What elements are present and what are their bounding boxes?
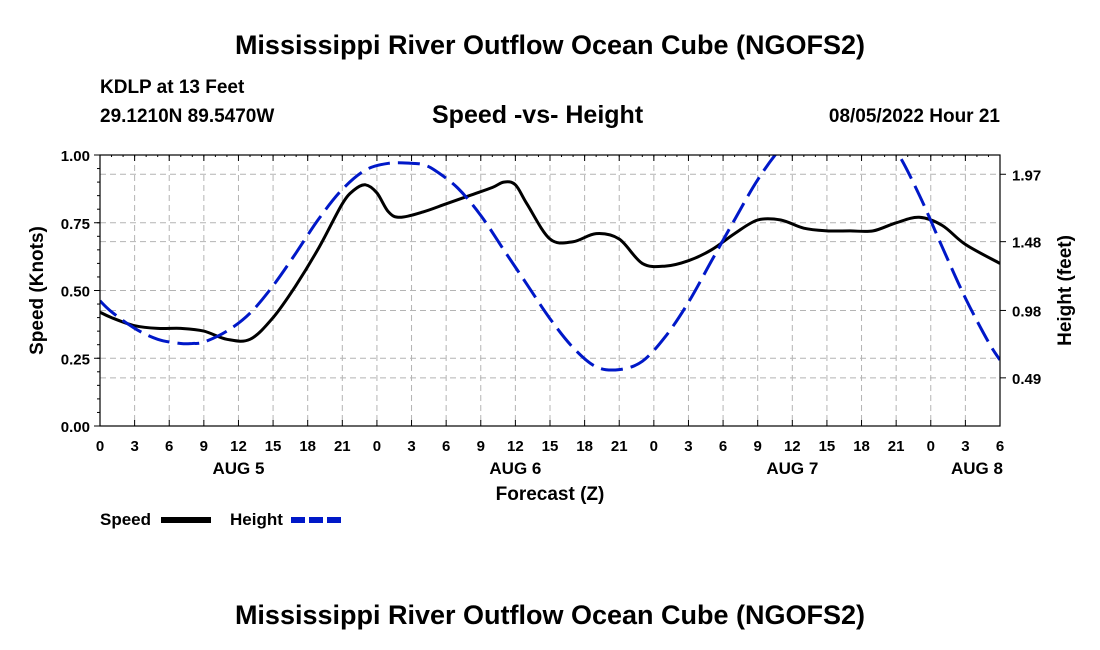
- speed-height-chart: 0 3 6 9 12 15 18 21 0 3 6 9 12 15 18 21 0 3 6 9 12 15 18 21 0 3 6 0…: [27, 148, 1076, 529]
- x-tick-label: 15: [542, 438, 559, 455]
- y2-axis-label: Height (feet): [1055, 235, 1076, 346]
- x-tick-label: 15: [819, 438, 836, 455]
- x-tick-label: 6: [442, 438, 450, 455]
- y2-tick-label: 1.97: [1012, 167, 1041, 184]
- x-tick-label: 18: [853, 438, 870, 455]
- y-tick-label: 1.00: [61, 148, 90, 165]
- page-title: Mississippi River Outflow Ocean Cube (NG…: [234, 30, 866, 60]
- series-speed-line: [100, 180, 1000, 343]
- x-tick-label: 6: [719, 438, 727, 455]
- x-tick-label: 3: [407, 438, 415, 455]
- x-tick-label: 12: [507, 438, 524, 455]
- x-tick-label: 21: [888, 438, 905, 455]
- legend-height-label: Height: [230, 510, 283, 529]
- x-tick-label: 0: [927, 438, 935, 455]
- x-tick-label: 6: [165, 438, 173, 455]
- y-tick-label: 0.00: [61, 419, 90, 436]
- y-tick-label: 0.50: [61, 284, 90, 301]
- x-tick-label: 3: [961, 438, 969, 455]
- y2-tick-label: 1.48: [1012, 235, 1041, 252]
- x-tick-label: 0: [96, 438, 104, 455]
- footer-title: Mississippi River Outflow Ocean Cube (NG…: [234, 600, 866, 630]
- x-tick-label: 3: [684, 438, 692, 455]
- y-tick-label: 0.75: [61, 216, 90, 233]
- x-tick-label: 0: [373, 438, 381, 455]
- y2-tick-label: 0.98: [1012, 303, 1041, 320]
- station-label: KDLP at 13 Feet: [100, 77, 245, 98]
- date-label: AUG 8: [951, 459, 1003, 478]
- x-tick-label: 15: [265, 438, 282, 455]
- y-axis-label: Speed (Knots): [27, 226, 48, 355]
- chart-axes: 0 3 6 9 12 15 18 21 0 3 6 9 12 15 18 21 0 3 6 9 12 15 18 21 0 3 6 0…: [61, 148, 1041, 478]
- y2-tick-label: 0.49: [1012, 371, 1041, 388]
- x-tick-label: 3: [130, 438, 138, 455]
- x-tick-label: 6: [996, 438, 1004, 455]
- x-tick-label: 9: [754, 438, 762, 455]
- legend-speed-label: Speed: [100, 510, 151, 529]
- x-tick-label: 18: [576, 438, 593, 455]
- x-tick-label: 21: [611, 438, 628, 455]
- x-tick-label: 0: [650, 438, 658, 455]
- date-label: AUG 5: [212, 459, 264, 478]
- x-tick-label: 12: [230, 438, 247, 455]
- x-axis-label: Forecast (Z): [496, 484, 605, 505]
- x-tick-label: 9: [477, 438, 485, 455]
- y-tick-label: 0.25: [61, 351, 90, 368]
- chart-subtitle: Speed -vs- Height: [432, 101, 644, 129]
- chart-series: [100, 155, 1000, 372]
- x-tick-label: 9: [200, 438, 208, 455]
- date-label: AUG 6: [489, 459, 541, 478]
- forecast-timestamp: 08/05/2022 Hour 21: [828, 106, 1000, 127]
- x-tick-label: 21: [334, 438, 351, 455]
- x-tick-label: 18: [299, 438, 316, 455]
- legend: Speed Height: [100, 510, 341, 529]
- date-label: AUG 7: [766, 459, 818, 478]
- chart-grid: [100, 155, 1000, 426]
- x-tick-label: 12: [784, 438, 801, 455]
- station-coordinates: 29.1210N 89.5470W: [100, 106, 275, 127]
